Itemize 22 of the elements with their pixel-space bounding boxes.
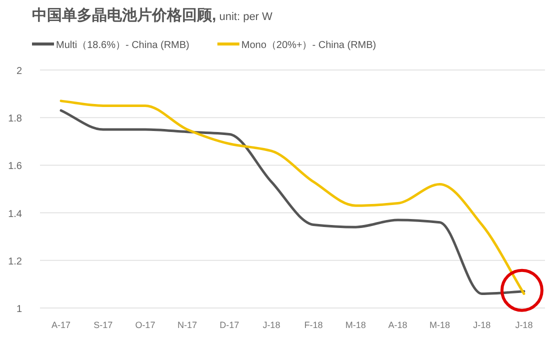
x-tick-label: O-17	[135, 320, 156, 330]
x-tick-label: J-18	[473, 320, 491, 330]
x-tick-label: A-18	[388, 320, 408, 330]
x-tick-label: N-17	[178, 320, 198, 330]
legend-label: Mono（20%+）- China (RMB)	[241, 40, 376, 51]
y-tick-label: 1.4	[8, 208, 22, 220]
x-tick-label: A-17	[52, 320, 71, 330]
y-tick-label: 1.6	[8, 161, 22, 172]
x-tick-label: M-18	[430, 320, 450, 330]
x-tick-label: F-18	[304, 320, 323, 330]
line-series	[60, 100, 526, 295]
chart-title: 中国单多晶电池片价格回顾, unit: per W	[32, 7, 274, 24]
y-tick-label: 1.8	[8, 114, 22, 125]
x-tick-label: D-17	[220, 320, 240, 330]
y-tick-label: 1	[16, 304, 22, 315]
x-tick-label: J-18	[262, 320, 280, 330]
y-tick-label: 2	[16, 66, 22, 77]
x-tick-label: M-18	[345, 320, 366, 330]
x-tick-label: S-17	[94, 320, 113, 330]
x-tick-label: J-18	[515, 320, 533, 330]
y-tick-label: 1.2	[8, 256, 22, 268]
legend-label: Multi（18.6%）- China (RMB)	[56, 40, 190, 51]
